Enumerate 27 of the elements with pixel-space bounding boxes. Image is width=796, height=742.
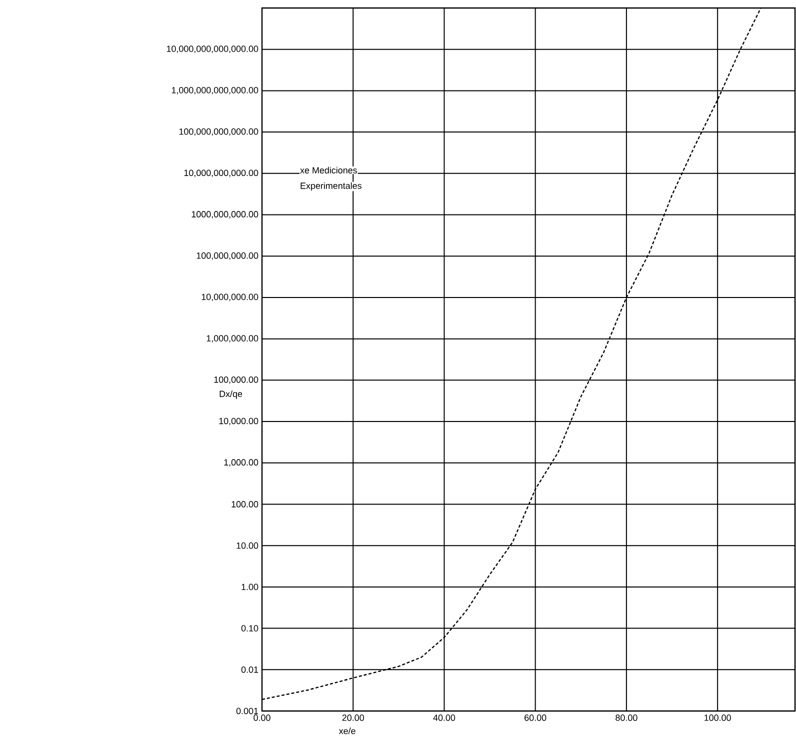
y-tick-label: 100,000,000.00 (196, 252, 258, 260)
y-tick-label: 0.001 (236, 708, 258, 714)
y-tick-label: 1,000,000,000,000.00 (172, 86, 258, 94)
y-tick-label: 10,000,000.00 (202, 294, 258, 302)
y-tick-label: 100.00 (232, 501, 258, 508)
y-tick-label: 10.00 (236, 542, 258, 549)
y-tick-label: 100,000,000,000.00 (179, 128, 258, 136)
x-axis-title: xe/e (338, 728, 356, 734)
y-tick-label: 100,000.00 (214, 376, 258, 384)
x-tick-label: 40.00 (433, 714, 456, 721)
annotation: xe Mediciones (300, 166, 357, 174)
x-tick-label: 80.00 (616, 714, 638, 721)
y-tick-label: 1.00 (242, 584, 258, 590)
y-tick-label: 10,000,000,000.00 (184, 170, 258, 178)
x-tick-label: 20.00 (342, 714, 364, 721)
annotation: Experimentales (300, 182, 362, 191)
y-tick-label: 10,000.00 (219, 418, 258, 426)
y-axis-title: Dx/qe (220, 390, 242, 399)
y-tick-label: 1000,000,000.00 (192, 211, 258, 218)
x-tick-label: 0.00 (254, 714, 270, 721)
y-tick-label: 0.10 (241, 625, 258, 632)
x-tick-label: 60.00 (524, 714, 546, 721)
y-tick-label: 0.01 (241, 666, 258, 673)
y-tick-label: 10,000,000,000,000.00 (166, 46, 258, 54)
y-tick-label: 1,000.00 (224, 459, 258, 467)
x-tick-label: 100.00 (704, 714, 731, 721)
y-tick-label: 1,000,000.00 (206, 335, 258, 343)
